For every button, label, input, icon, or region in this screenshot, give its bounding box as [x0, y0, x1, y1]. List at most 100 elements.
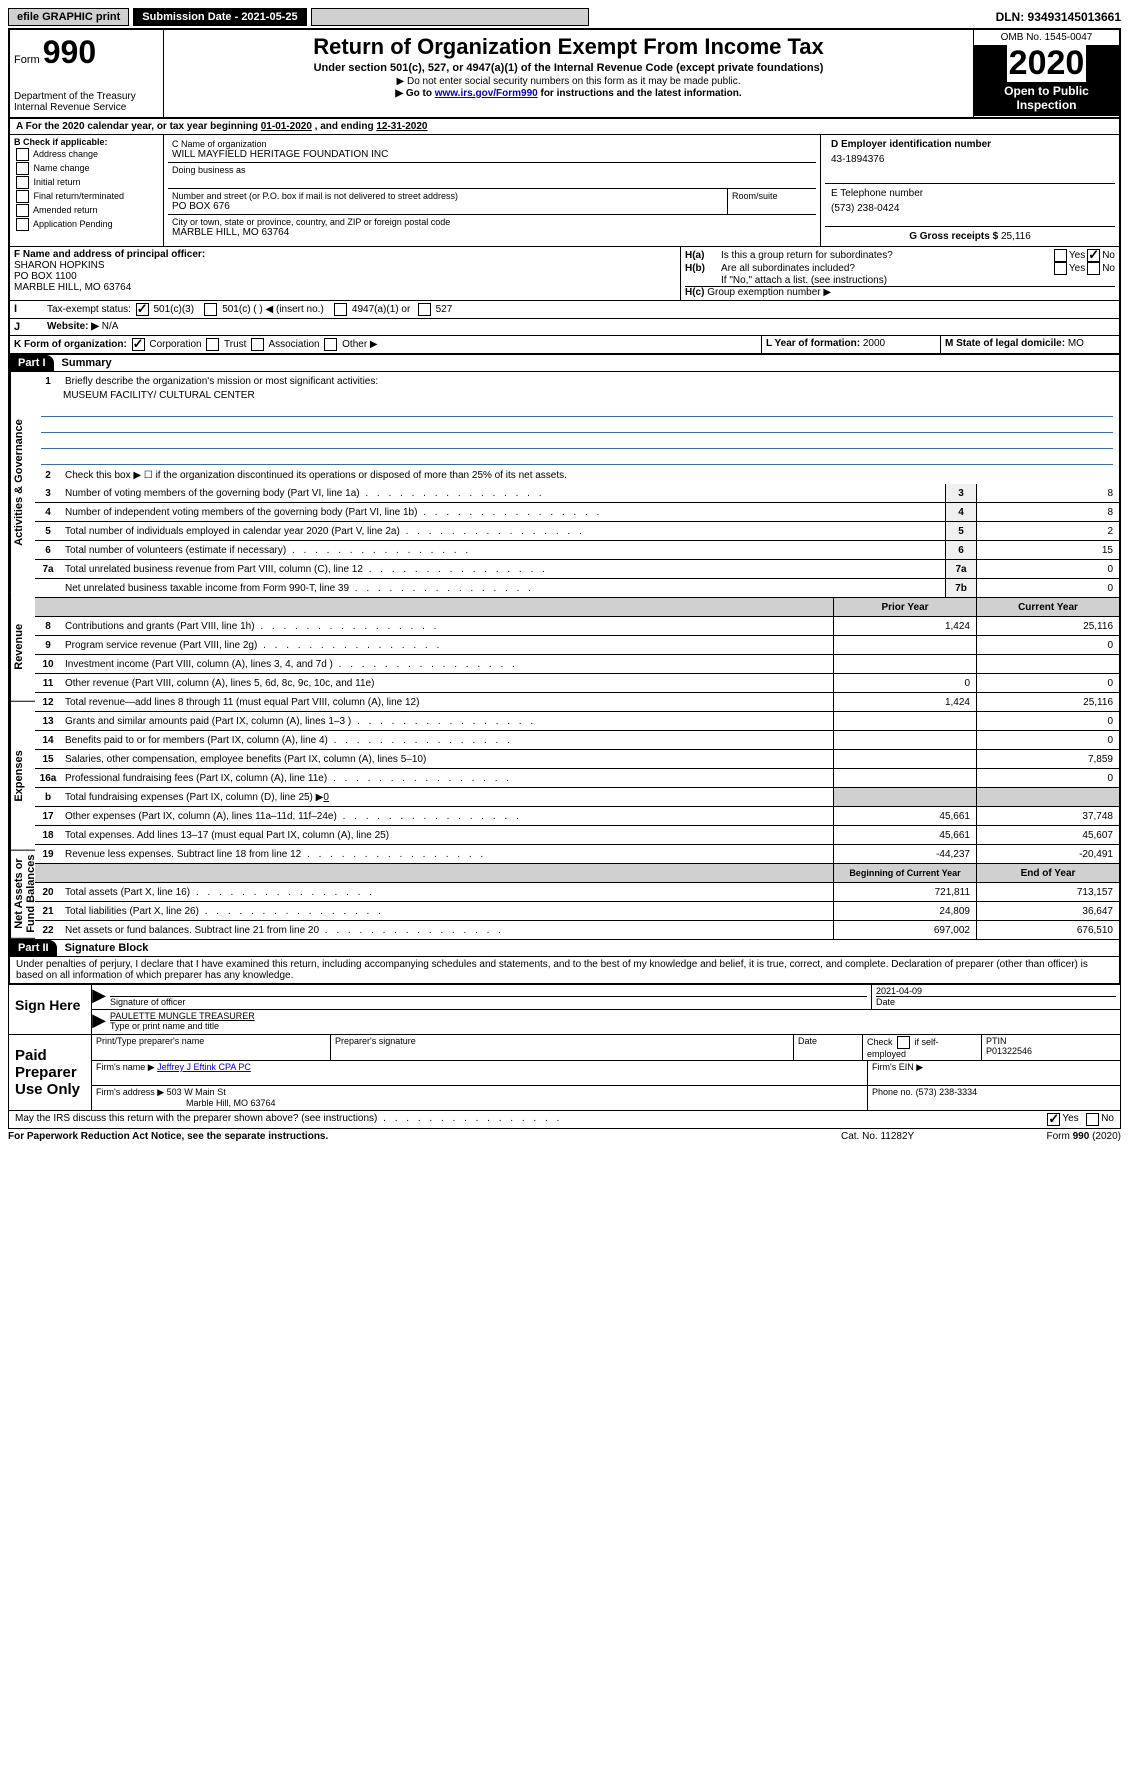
header-left: Form 990 Department of the TreasuryInter…: [10, 30, 164, 117]
line13: Grants and similar amounts paid (Part IX…: [61, 715, 833, 728]
form-label: Form: [14, 54, 40, 66]
check-self-employed[interactable]: [897, 1036, 910, 1049]
check-assoc[interactable]: [251, 338, 264, 351]
line22: Net assets or fund balances. Subtract li…: [61, 924, 833, 937]
line1-label: Briefly describe the organization's miss…: [61, 375, 1119, 388]
line7b-val: 0: [976, 579, 1119, 597]
form-number: 990: [43, 34, 96, 70]
cat-no: Cat. No. 11282Y: [841, 1131, 1001, 1142]
submission-date: Submission Date - 2021-05-25: [133, 8, 306, 26]
mission: MUSEUM FACILITY/ CULTURAL CENTER: [35, 390, 1119, 401]
ptin-cell: PTIN P01322546: [982, 1035, 1120, 1060]
discuss-yes[interactable]: [1047, 1113, 1060, 1126]
discuss-row: May the IRS discuss this return with the…: [8, 1111, 1121, 1129]
state-domicile: MO: [1068, 338, 1084, 349]
firm-phone: Phone no. (573) 238-3334: [868, 1086, 1120, 1110]
firm-ein: Firm's EIN ▶: [868, 1061, 1120, 1085]
ein: 43-1894376: [825, 152, 1115, 167]
form-container: Form 990 Department of the TreasuryInter…: [8, 28, 1121, 985]
check-4947[interactable]: [334, 303, 347, 316]
part1-body: Activities & Governance Revenue Expenses…: [10, 372, 1119, 939]
line7a-val: 0: [976, 560, 1119, 578]
part1-header: Part I Summary: [10, 354, 1119, 372]
firm-name-link[interactable]: Jeffrey J Eftink CPA PC: [157, 1062, 251, 1072]
note-ssn: ▶ Do not enter social security numbers o…: [172, 76, 965, 87]
line10: Investment income (Part VIII, column (A)…: [61, 658, 833, 671]
col-end: End of Year: [976, 864, 1119, 882]
city-row: City or town, state or province, country…: [168, 215, 816, 240]
check-pending[interactable]: Application Pending: [14, 218, 159, 231]
line20: Total assets (Part X, line 16): [61, 886, 833, 899]
note-link: ▶ Go to www.irs.gov/Form990 for instruct…: [172, 88, 965, 99]
check-amended[interactable]: Amended return: [14, 204, 159, 217]
line17: Other expenses (Part IX, column (A), lin…: [61, 810, 833, 823]
line4: Number of independent voting members of …: [61, 506, 945, 519]
line12: Total revenue—add lines 8 through 11 (mu…: [61, 696, 833, 709]
top-bar: efile GRAPHIC print Submission Date - 20…: [8, 8, 1121, 26]
line8: Contributions and grants (Part VIII, lin…: [61, 620, 833, 633]
gross-receipts: G Gross receipts $ 25,116: [825, 227, 1115, 244]
line3: Number of voting members of the governin…: [61, 487, 945, 500]
hb-no[interactable]: [1087, 262, 1100, 275]
vlabel-net: Net Assets or Fund Balances: [10, 850, 35, 939]
check-501c3[interactable]: [136, 303, 149, 316]
discuss-no[interactable]: [1086, 1113, 1099, 1126]
perjury-text: Under penalties of perjury, I declare th…: [10, 957, 1119, 983]
line19: Revenue less expenses. Subtract line 18 …: [61, 848, 833, 861]
line2: Check this box ▶ ☐ if the organization d…: [61, 469, 1119, 482]
ptin-value: P01322546: [986, 1046, 1116, 1056]
year-formation: 2000: [863, 338, 885, 349]
part2-header: Part II Signature Block: [10, 939, 1119, 957]
check-initial[interactable]: Initial return: [14, 176, 159, 189]
check-name[interactable]: Name change: [14, 162, 159, 175]
check-other[interactable]: [324, 338, 337, 351]
firm-addr-row: Firm's address ▶ 503 W Main St Marble Hi…: [92, 1086, 868, 1110]
form-footer: Form 990 (2020): [1001, 1131, 1121, 1142]
dln: DLN: 93493145013661: [996, 10, 1121, 24]
sign-date: 2021-04-09: [876, 986, 1116, 996]
line14: Benefits paid to or for members (Part IX…: [61, 734, 833, 747]
box-d: D Employer identification number 43-1894…: [821, 135, 1119, 246]
self-employed: Check if self-employed: [863, 1035, 982, 1060]
section-fh: F Name and address of principal officer:…: [10, 246, 1119, 301]
ein-label: D Employer identification number: [825, 137, 1115, 152]
vlabel-expenses: Expenses: [10, 702, 35, 851]
line6: Total number of volunteers (estimate if …: [61, 544, 945, 557]
line16a: Professional fundraising fees (Part IX, …: [61, 772, 833, 785]
street: PO BOX 676: [172, 201, 723, 212]
open-public: Open to Public Inspection: [974, 80, 1119, 116]
header-right: OMB No. 1545-0047 2020 Open to Public In…: [973, 30, 1119, 117]
org-name: WILL MAYFIELD HERITAGE FOUNDATION INC: [172, 149, 812, 160]
street-row: Number and street (or P.O. box if mail i…: [168, 189, 816, 215]
line7b: Net unrelated business taxable income fr…: [61, 582, 945, 595]
irs-link[interactable]: www.irs.gov/Form990: [435, 88, 538, 99]
form-subtitle: Under section 501(c), 527, or 4947(a)(1)…: [172, 62, 965, 74]
ha-yes[interactable]: [1054, 249, 1067, 262]
check-501c[interactable]: [204, 303, 217, 316]
check-corp[interactable]: [132, 338, 145, 351]
check-527[interactable]: [418, 303, 431, 316]
officer-street: PO BOX 1100: [14, 271, 77, 282]
phone-label: E Telephone number: [825, 184, 1115, 201]
line6-val: 15: [976, 541, 1119, 559]
check-trust[interactable]: [206, 338, 219, 351]
section-bcd: B Check if applicable: Address change Na…: [10, 135, 1119, 246]
hb-yes[interactable]: [1054, 262, 1067, 275]
box-h: H(a) Is this a group return for subordin…: [681, 247, 1119, 300]
line5: Total number of individuals employed in …: [61, 525, 945, 538]
box-b-title: B Check if applicable:: [14, 137, 159, 147]
website-row: J Website: ▶ N/A: [10, 319, 1119, 336]
officer-city: MARBLE HILL, MO 63764: [14, 282, 131, 293]
efile-button[interactable]: efile GRAPHIC print: [8, 8, 129, 26]
box-f: F Name and address of principal officer:…: [10, 247, 681, 300]
line18: Total expenses. Add lines 13–17 (must eq…: [61, 829, 833, 842]
box-b: B Check if applicable: Address change Na…: [10, 135, 164, 246]
col-prior: Prior Year: [833, 598, 976, 616]
sign-section: Sign Here ▶ Signature of officer 2021-04…: [8, 985, 1121, 1035]
check-address[interactable]: Address change: [14, 148, 159, 161]
city: MARBLE HILL, MO 63764: [172, 227, 812, 238]
ha-no[interactable]: [1087, 249, 1100, 262]
check-final[interactable]: Final return/terminated: [14, 190, 159, 203]
form-header: Form 990 Department of the TreasuryInter…: [10, 30, 1119, 119]
paid-preparer-section: Paid Preparer Use Only Print/Type prepar…: [8, 1035, 1121, 1111]
